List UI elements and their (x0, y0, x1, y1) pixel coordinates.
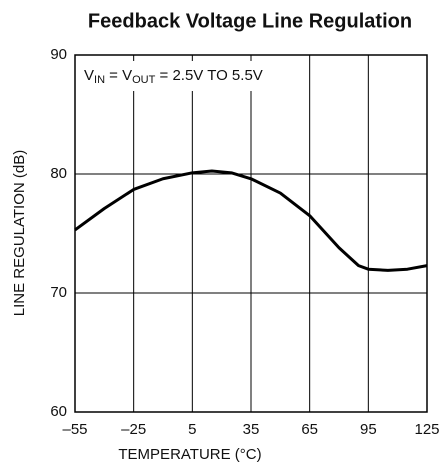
x-tick-label: 35 (243, 421, 260, 438)
x-tick-label: 5 (188, 421, 196, 438)
annotation-box (79, 61, 279, 91)
x-tick-label: 95 (360, 421, 377, 438)
x-tick-label: –55 (62, 421, 87, 438)
annotation-part: = V (105, 67, 132, 84)
line (74, 169, 428, 272)
y-tick-label: 80 (50, 165, 67, 182)
y-tick-label: 60 (50, 403, 67, 420)
annotation-part: OUT (132, 74, 156, 86)
y-tick-label: 70 (50, 284, 67, 301)
annotation-part: IN (94, 74, 105, 86)
x-tick-label: –25 (121, 421, 146, 438)
y-tick-label: 90 (50, 46, 67, 63)
plot-frame (74, 54, 428, 413)
x-axis-label: TEMPERATURE (°C) (118, 446, 261, 463)
annotation-part: = 2.5V TO 5.5V (155, 67, 262, 84)
x-tick-label: 65 (301, 421, 318, 438)
chart-title: Feedback Voltage Line Regulation (88, 10, 412, 32)
x-tick-label: 125 (414, 421, 439, 438)
annotation: VIN = VOUT = 2.5V TO 5.5V (84, 67, 263, 86)
annotation-part: V (84, 67, 94, 84)
y-axis-label: LINE REGULATION (dB) (11, 150, 28, 316)
